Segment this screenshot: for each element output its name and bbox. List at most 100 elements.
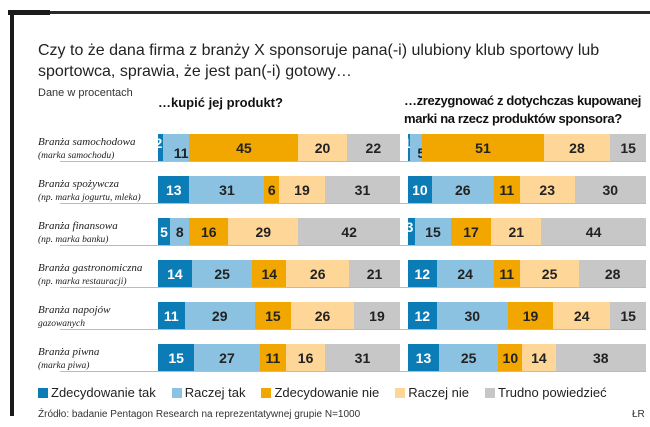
row-label-sub: (np. marka restauracji) (38, 277, 127, 287)
data-label: 45 (236, 139, 252, 156)
legend-swatch (484, 387, 495, 398)
stacked-bar: 14 25 14 26 21 (158, 260, 400, 287)
data-label: 24 (457, 265, 473, 282)
bar-segment-zdecydowanie-nie: 19 (507, 302, 554, 329)
bar-segment-raczej-nie: 14 (522, 344, 556, 371)
row-label-name: Branża spożywcza (38, 178, 119, 190)
bar-segment-trudno-powiedziec: 15 (610, 134, 646, 161)
data-label: 3 (405, 218, 414, 235)
unit-note: Dane w procentach (38, 87, 133, 99)
data-label: 28 (604, 265, 621, 282)
bar-segment-zdecydowanie-nie: 11 (493, 176, 520, 203)
bar-segment-zdecydowanie-tak: 3 (405, 218, 416, 245)
frame-top-rule (8, 11, 650, 14)
bar-segment-zdecydowanie-tak: 5 (158, 218, 171, 245)
bar-segment-trudno-powiedziec: 44 (541, 218, 646, 245)
data-label: 30 (464, 307, 481, 324)
legend-item: Zdecydowanie nie (261, 385, 379, 400)
legend-label: Trudno powiedzieć (497, 385, 607, 400)
panel-title-buy: …kupić jej produkt? (158, 95, 283, 110)
data-label: 26 (314, 307, 331, 324)
bar-segment-zdecydowanie-nie: 17 (450, 218, 492, 245)
data-label: 31 (219, 181, 235, 198)
data-label: 13 (165, 181, 182, 198)
data-label: 20 (314, 139, 331, 156)
bar-segment-zdecydowanie-nie: 51 (422, 134, 544, 161)
row-label-name: Branża finansowa (38, 220, 118, 232)
bar-segment-raczej-tak: 30 (436, 302, 508, 329)
row-label-name: Branża gastronomiczna (38, 262, 143, 274)
author-credit: ŁR (632, 409, 645, 420)
row-label-sub: (marka samochodu) (38, 151, 115, 161)
bar-segment-trudno-powiedziec: 22 (346, 134, 400, 161)
row-rule (60, 203, 646, 204)
source-note: Źródło: badanie Pentagon Research na rep… (38, 409, 361, 420)
data-label: 12 (414, 265, 431, 282)
stacked-bar: 2 11 45 20 22 (155, 134, 400, 161)
data-label: 51 (475, 139, 491, 156)
legend-label: Zdecydowanie tak (51, 385, 156, 400)
data-label: 25 (541, 265, 558, 282)
frame-left-rule (10, 11, 14, 416)
row-label-sub: gazowanych (38, 319, 85, 329)
row-label-sub: (np. marka banku) (38, 235, 109, 245)
bar-segment-zdecydowanie-nie: 6 (264, 176, 279, 203)
bar-segment-trudno-powiedziec: 19 (353, 302, 400, 329)
data-label: 25 (214, 265, 230, 282)
bar-segment-zdecydowanie-tak: 1 (403, 134, 411, 161)
panel-title-switch: …zrezygnować z dotychczas kupowanej mark… (404, 93, 641, 126)
data-label: 15 (620, 307, 636, 324)
data-label: 11 (499, 265, 515, 282)
row-label-name: Branża samochodowa (38, 136, 136, 148)
bar-segment-raczej-nie: 26 (286, 260, 350, 287)
data-label: 28 (569, 139, 585, 156)
row-label: Branża finansowa (np. marka banku) (38, 219, 154, 247)
bar-segment-raczej-tak: 26 (431, 176, 494, 203)
chart-title: Czy to że dana firma z branży X sponsoru… (38, 42, 600, 80)
data-label: 22 (365, 139, 382, 156)
bar-segment-zdecydowanie-tak: 2 (155, 134, 163, 161)
data-label: 14 (167, 265, 183, 282)
row-label: Branża gastronomiczna (np. marka restaura… (38, 261, 154, 289)
stacked-bar: 15 51 28 15 (403, 134, 646, 161)
data-label: 38 (592, 349, 609, 366)
data-label: 42 (341, 223, 357, 240)
data-label: 16 (297, 349, 314, 366)
stacked-bar: 3 15 17 21 44 (405, 218, 646, 245)
stacked-bar: 5 8 16 29 42 (158, 218, 400, 245)
data-label: 26 (454, 181, 471, 198)
data-label: 29 (211, 307, 228, 324)
bar-segment-zdecydowanie-tak: 13 (408, 344, 439, 371)
data-label: 30 (602, 181, 619, 198)
data-label: 14 (261, 265, 278, 282)
bar-segment-zdecydowanie-tak: 10 (408, 176, 432, 203)
data-label: 15 (168, 349, 184, 366)
data-label: 6 (267, 181, 276, 198)
data-label: 8 (175, 223, 184, 240)
legend-item: Zdecydowanie tak (38, 385, 156, 400)
data-label: 24 (573, 307, 590, 324)
bar-segment-trudno-powiedziec: 28 (579, 260, 646, 287)
legend-label: Zdecydowanie nie (274, 385, 380, 400)
data-label: 26 (309, 265, 326, 282)
bar-segment-zdecydowanie-tak: 12 (408, 302, 437, 329)
bar-segment-raczej-tak: 29 (184, 302, 255, 329)
bar-segment-raczej-nie: 19 (278, 176, 325, 203)
stacked-bar: 12 30 19 24 15 (408, 302, 646, 329)
bar-segment-raczej-nie: 26 (291, 302, 354, 329)
row-rule (60, 329, 646, 330)
bar-segment-raczej-tak: 31 (189, 176, 265, 203)
bar-segment-raczej-nie: 20 (298, 134, 347, 161)
legend-swatch (38, 387, 48, 398)
bar-segment-zdecydowanie-tak: 13 (158, 176, 190, 203)
bar-segment-raczej-nie: 25 (519, 260, 580, 287)
bar-segment-zdecydowanie-tak: 12 (408, 260, 437, 287)
data-label: 29 (255, 223, 272, 240)
bar-segment-zdecydowanie-nie: 11 (493, 260, 520, 287)
stacked-bar: 12 24 11 25 28 (408, 260, 646, 287)
data-label: 11 (163, 307, 179, 324)
row-label: Branża samochodowa (marka samochodu) (38, 135, 154, 163)
data-label: 31 (354, 349, 371, 366)
stacked-bar: 11 29 15 26 19 (158, 302, 400, 329)
